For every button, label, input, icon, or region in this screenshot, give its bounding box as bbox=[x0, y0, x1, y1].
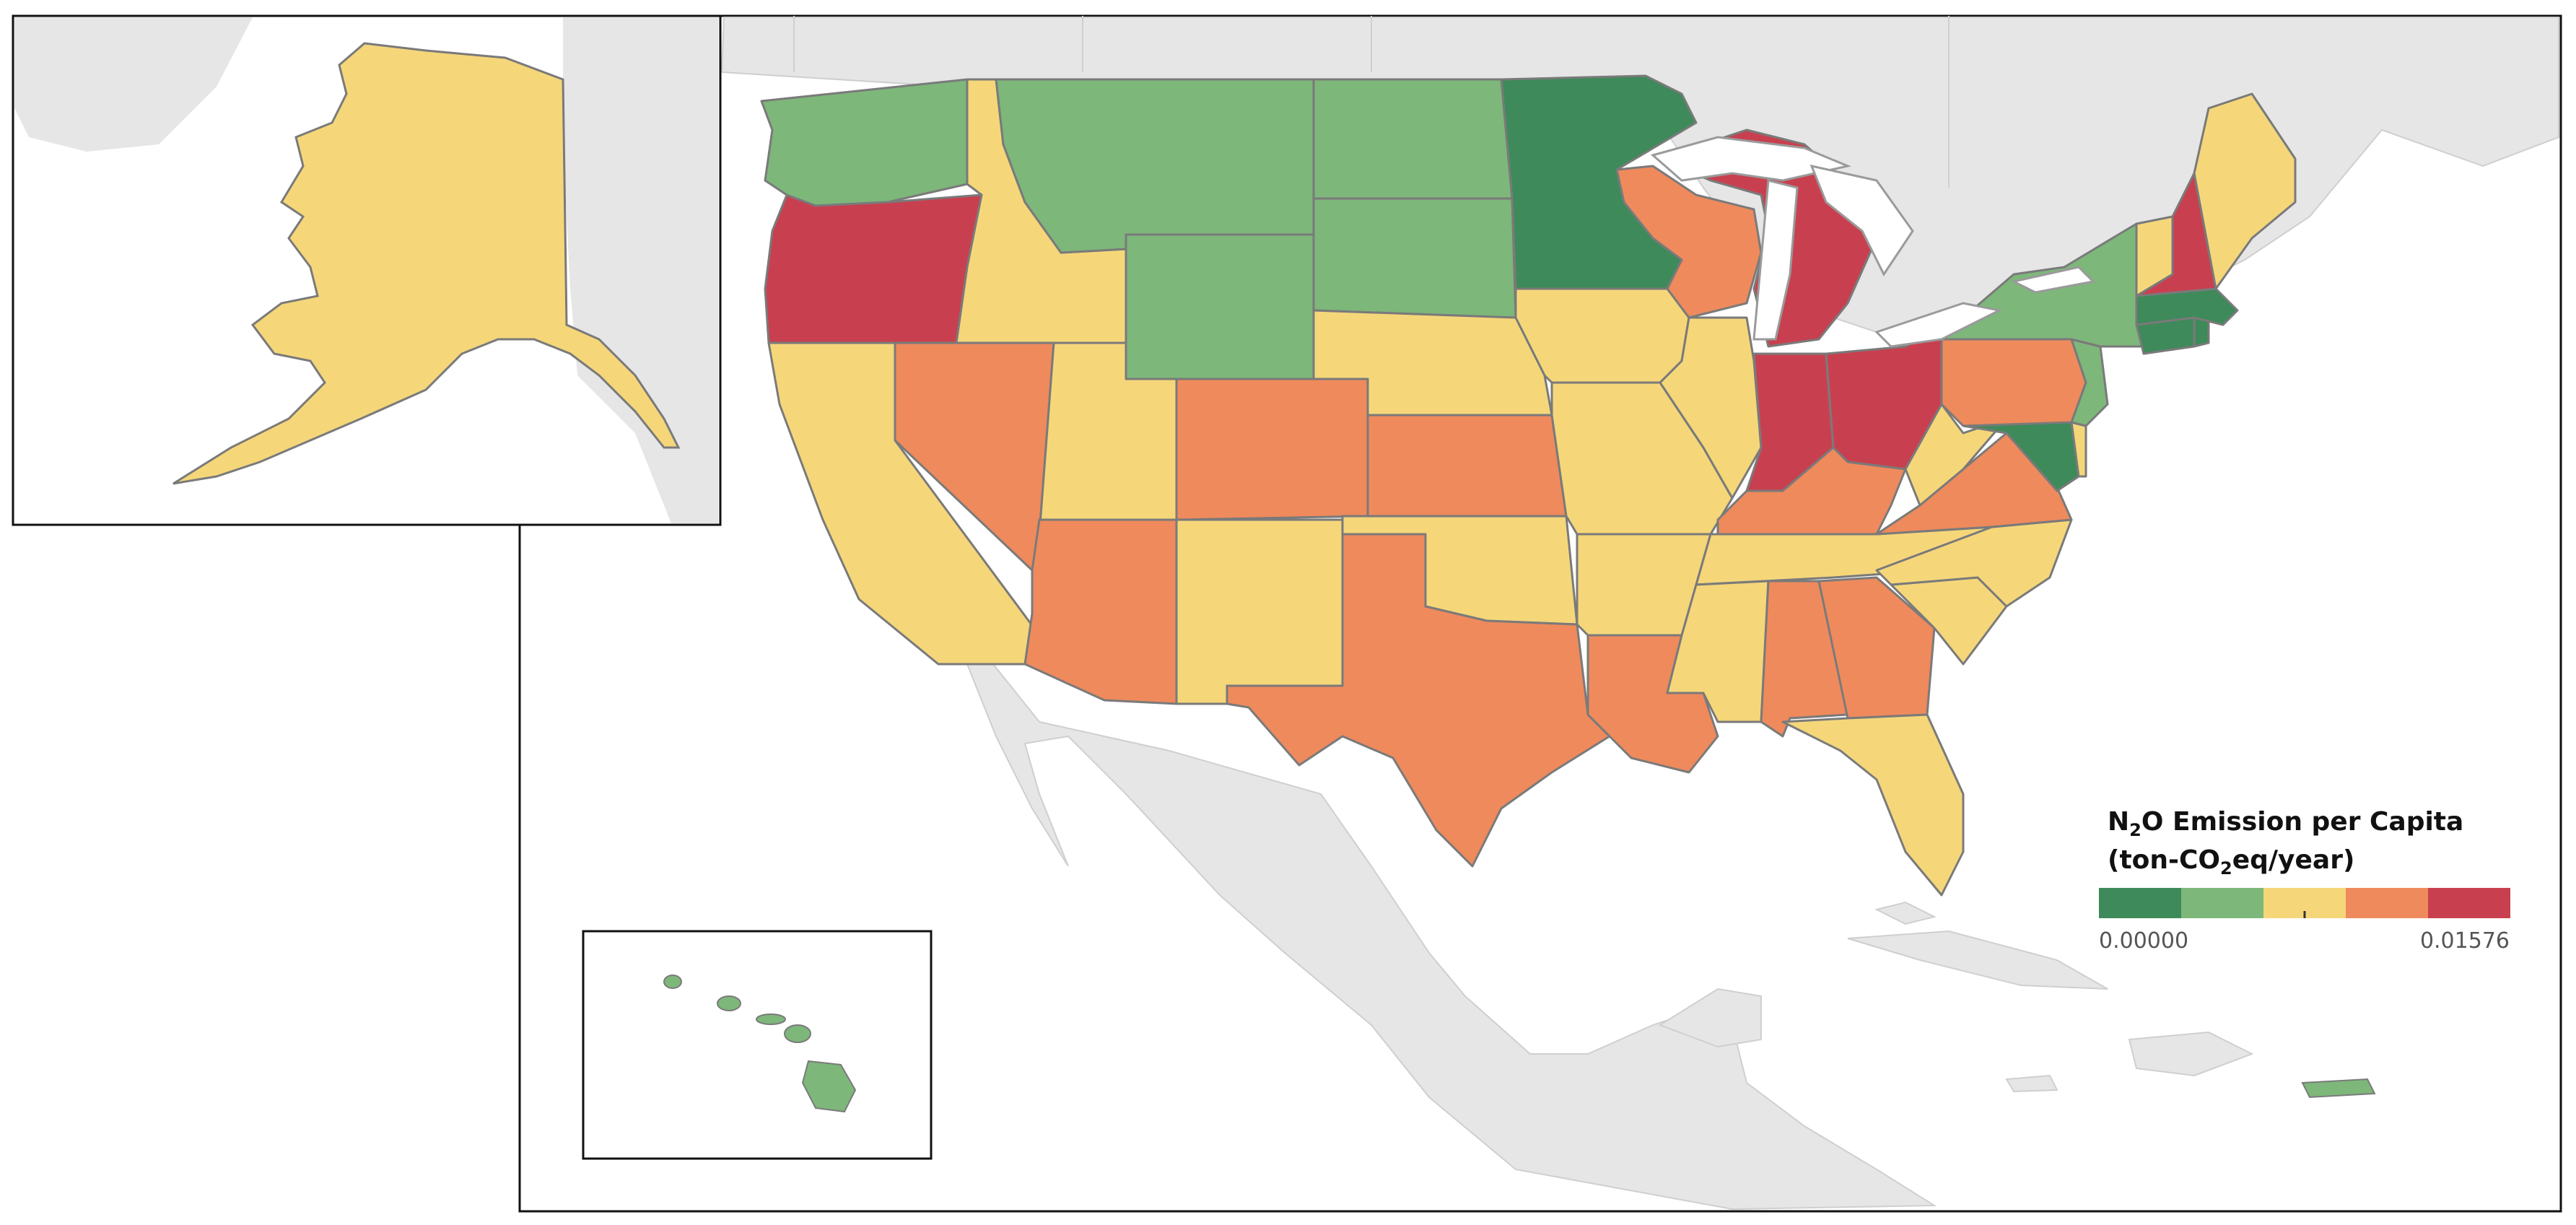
alaska-inset bbox=[12, 14, 722, 526]
state-wisconsin[interactable] bbox=[1615, 165, 1763, 319]
lake-huron bbox=[1809, 164, 1914, 276]
state-iowa[interactable] bbox=[1514, 287, 1690, 384]
state-illinois[interactable] bbox=[1659, 316, 1763, 500]
state-montana[interactable] bbox=[995, 78, 1315, 254]
state-washington[interactable] bbox=[760, 78, 969, 207]
legend-swatch bbox=[2181, 888, 2263, 918]
jamaica bbox=[2005, 1074, 2058, 1093]
legend-title-subscript: 2 bbox=[2129, 820, 2141, 840]
legend-color-scale bbox=[2099, 888, 2510, 918]
state-oregon[interactable] bbox=[764, 193, 983, 344]
legend-swatch bbox=[2346, 888, 2428, 918]
lake-ontario bbox=[2010, 266, 2096, 294]
hawaii-island-oahu[interactable] bbox=[717, 995, 741, 1011]
state-new-mexico[interactable] bbox=[1175, 518, 1344, 705]
legend-units: (ton-CO2eq/year) bbox=[2108, 845, 2354, 879]
state-colorado[interactable] bbox=[1175, 378, 1369, 521]
canada-border-line bbox=[793, 16, 1950, 188]
hawaii-inset-frame bbox=[582, 930, 933, 1160]
great-lakes bbox=[1650, 136, 2096, 348]
state-hawaii[interactable] bbox=[663, 975, 857, 1113]
state-north-dakota[interactable] bbox=[1312, 78, 1514, 200]
state-pennsylvania[interactable] bbox=[1940, 338, 2087, 427]
state-alaska[interactable] bbox=[173, 42, 681, 485]
hawaii-island-molokai[interactable] bbox=[756, 1013, 786, 1025]
state-south-dakota[interactable] bbox=[1312, 197, 1517, 319]
state-kansas[interactable] bbox=[1366, 414, 1568, 518]
states-layer bbox=[760, 74, 2297, 897]
legend-min-label: 0.00000 bbox=[2099, 928, 2188, 954]
state-new-hampshire[interactable] bbox=[2135, 172, 2217, 297]
cuba bbox=[1847, 930, 2108, 990]
mexico-landmass bbox=[966, 648, 1937, 1211]
hawaii-island-maui[interactable] bbox=[784, 1024, 811, 1043]
state-texas[interactable] bbox=[1226, 533, 1611, 868]
legend-title-prefix: N bbox=[2108, 807, 2129, 837]
legend-swatch bbox=[2428, 888, 2510, 918]
lake-michigan bbox=[1752, 179, 1799, 341]
bahamas bbox=[1874, 901, 1937, 925]
state-georgia[interactable] bbox=[1817, 576, 1936, 720]
state-florida[interactable] bbox=[1781, 713, 1965, 897]
legend-units-suffix: eq/year) bbox=[2232, 845, 2355, 875]
legend-max-label: 0.01576 bbox=[2420, 928, 2510, 954]
yucatan bbox=[1658, 988, 1762, 1048]
legend: N2O Emission per Capita (ton-CO2eq/year)… bbox=[2099, 807, 2510, 954]
legend-title-suffix: O Emission per Capita bbox=[2141, 807, 2463, 837]
legend-swatch bbox=[2099, 888, 2181, 918]
legend-title: N2O Emission per Capita bbox=[2108, 807, 2463, 840]
state-maine[interactable] bbox=[2193, 92, 2297, 290]
hawaii-island-big-island[interactable] bbox=[801, 1060, 857, 1113]
state-wyoming[interactable] bbox=[1125, 233, 1315, 380]
lake-erie bbox=[1874, 302, 2003, 348]
legend-units-subscript: 2 bbox=[2220, 858, 2232, 879]
legend-units-prefix: (ton-CO bbox=[2108, 845, 2220, 875]
territory-puerto-rico[interactable] bbox=[2301, 1078, 2376, 1099]
state-rhode-island[interactable] bbox=[2193, 316, 2210, 348]
hawaii-island-kauai[interactable] bbox=[663, 975, 682, 989]
alaska-inset-background-land bbox=[14, 17, 718, 523]
hawaii-inset bbox=[582, 930, 933, 1160]
hispaniola bbox=[2128, 1031, 2254, 1077]
